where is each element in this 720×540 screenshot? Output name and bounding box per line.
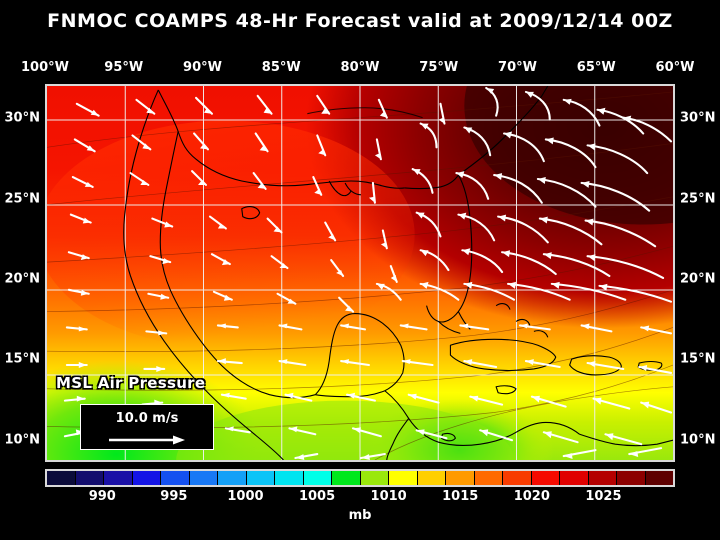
colorbar-swatch <box>218 471 247 485</box>
lon-tick-label: 70°W <box>498 60 537 75</box>
map-svg <box>47 86 673 460</box>
lon-tick-label: 65°W <box>576 60 616 75</box>
colorbar-swatch <box>132 471 161 485</box>
lat-tick-label: 15°N <box>680 351 716 367</box>
lon-tick-label: 75°W <box>419 60 459 75</box>
colorbar-swatch <box>617 471 646 485</box>
colorbar-swatches <box>47 471 673 485</box>
colorbar-swatch <box>161 471 190 485</box>
latitude-axis-left: 30°N 25°N 20°N 15°N 10°N <box>0 84 44 462</box>
lat-tick-label: 30°N <box>680 110 716 126</box>
colorbar-swatch <box>104 471 133 485</box>
colorbar-swatch <box>75 471 104 485</box>
lat-tick-label: 25°N <box>680 191 716 207</box>
wind-vector-arrow-icon <box>109 435 185 445</box>
lat-tick-label: 10°N <box>4 432 40 448</box>
wind-scale-value: 10.0 m/s <box>115 411 179 426</box>
colorbar-unit-label: mb <box>348 508 372 523</box>
colorbar-swatch <box>446 471 475 485</box>
lat-tick-label: 20°N <box>4 271 40 287</box>
colorbar-tick-label: 1010 <box>370 489 407 504</box>
colorbar-swatch <box>360 471 389 485</box>
map-canvas[interactable]: MSL Air Pressure 10.0 m/s <box>45 84 675 462</box>
colorbar-tick-label: 1005 <box>298 489 336 504</box>
longitude-axis: 100°W 95°W 90°W 85°W 80°W 75°W 70°W 65°W 60°W <box>0 60 720 76</box>
colorbar-swatch <box>474 471 503 485</box>
wind-vectors <box>63 86 673 460</box>
colorbar[interactable] <box>45 469 675 487</box>
lon-tick-label: 80°W <box>340 60 380 75</box>
field-label: MSL Air Pressure <box>56 374 206 392</box>
lon-tick-label: 95°W <box>104 60 144 75</box>
colorbar-swatch <box>246 471 275 485</box>
page-title: FNMOC COAMPS 48-Hr Forecast valid at 200… <box>47 10 673 32</box>
lon-tick-label: 90°W <box>183 60 222 75</box>
lon-tick-label: 60°W <box>655 60 695 75</box>
colorbar-tick-label: 990 <box>88 489 116 504</box>
latitude-axis-right: 30°N 25°N 20°N 15°N 10°N <box>676 84 720 462</box>
colorbar-swatch <box>47 471 76 485</box>
colorbar-tick-label: 1025 <box>585 489 622 504</box>
colorbar-tick-label: 1015 <box>442 489 479 504</box>
lat-tick-label: 10°N <box>680 432 716 448</box>
lat-tick-label: 30°N <box>4 110 40 126</box>
colorbar-swatch <box>389 471 418 485</box>
colorbar-swatch <box>560 471 589 485</box>
lon-tick-label: 100°W <box>21 60 69 75</box>
wind-scale-key: 10.0 m/s <box>80 404 214 450</box>
colorbar-swatch <box>417 471 446 485</box>
isobar-contours <box>47 91 673 460</box>
colorbar-tick-label: 1020 <box>513 489 550 504</box>
colorbar-swatch <box>189 471 218 485</box>
colorbar-swatch <box>645 471 673 485</box>
colorbar-swatch <box>275 471 304 485</box>
colorbar-ticks: 990 995 1000 1005 1010 1015 1020 1025 <box>45 489 675 505</box>
coastlines <box>123 86 673 460</box>
colorbar-swatch <box>303 471 332 485</box>
lat-tick-label: 15°N <box>4 351 40 367</box>
colorbar-swatch <box>531 471 560 485</box>
lat-tick-label: 25°N <box>4 191 40 207</box>
colorbar-swatch <box>588 471 617 485</box>
colorbar-swatch <box>503 471 532 485</box>
lat-tick-label: 20°N <box>680 271 716 287</box>
colorbar-tick-label: 995 <box>160 489 188 504</box>
colorbar-tick-label: 1000 <box>227 489 264 504</box>
lon-tick-label: 85°W <box>261 60 301 75</box>
colorbar-swatch <box>332 471 361 485</box>
